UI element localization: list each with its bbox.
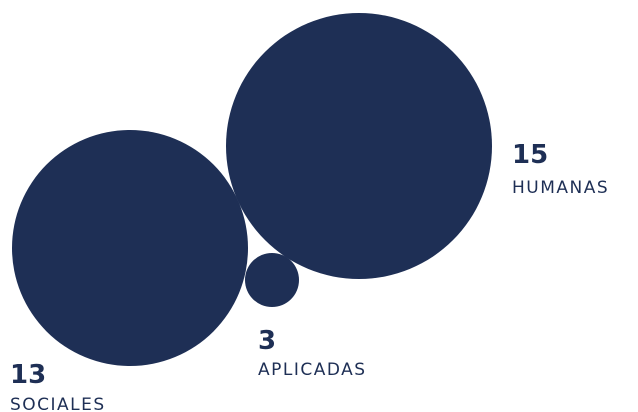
bubble-humanas	[226, 13, 492, 279]
bubbles-layer	[12, 13, 492, 366]
labels-layer: 15 HUMANAS 13 SOCIALES 3 APLICADAS	[10, 140, 609, 412]
bubble-label-aplicadas: APLICADAS	[258, 360, 367, 380]
bubble-label-sociales: SOCIALES	[10, 395, 106, 412]
bubble-value-aplicadas: 3	[258, 326, 276, 356]
bubble-value-humanas: 15	[512, 140, 548, 170]
bubble-label-humanas: HUMANAS	[512, 178, 609, 198]
bubble-aplicadas	[245, 253, 299, 307]
bubble-value-sociales: 13	[10, 360, 46, 390]
bubble-sociales	[12, 130, 248, 366]
